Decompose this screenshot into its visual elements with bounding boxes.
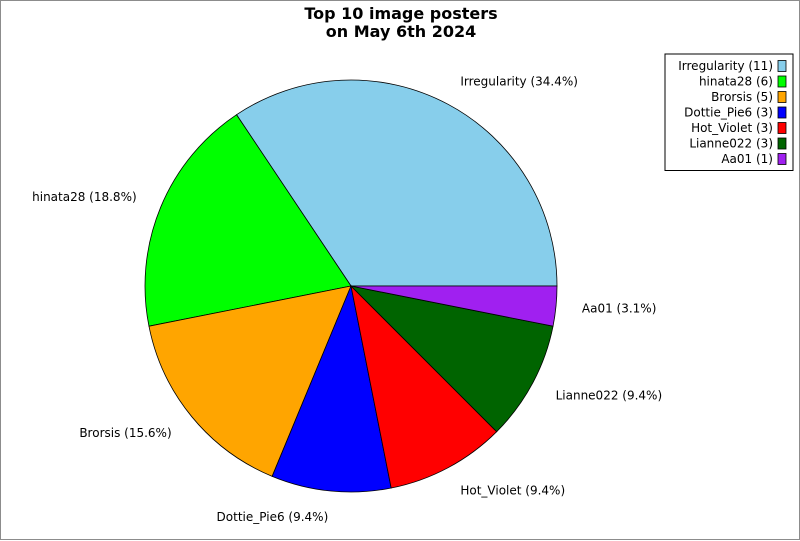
legend-label-brorsis: Brorsis (5) — [711, 90, 773, 104]
legend-swatch-lianne022 — [777, 137, 787, 150]
pie-slices — [144, 79, 558, 493]
legend-swatch-dottie-pie6 — [777, 106, 787, 119]
pie-labels: Irregularity (34.4%) hinata28 (18.8%) Bror… — [32, 74, 662, 523]
pie-slice-hinata28 — [144, 114, 352, 327]
legend-label-dottie-pie6: Dottie_Pie6 (3) — [684, 106, 773, 120]
slice-label-lianne022: Lianne022 (9.4%) — [556, 388, 663, 402]
legend-label-lianne022: Lianne022 (3) — [689, 137, 773, 151]
legend-swatch-brorsis — [777, 91, 787, 103]
slice-label-dottie-pie6: Dottie_Pie6 (9.4%) — [217, 510, 329, 524]
legend-label-hot-violet: Hot_Violet (3) — [691, 121, 773, 135]
slice-label-hot-violet: Hot_Violet (9.4%) — [460, 484, 565, 498]
slice-label-brorsis: Brorsis (15.6%) — [79, 426, 171, 440]
legend-swatch-irregularity — [777, 60, 787, 72]
pie-slice-brorsis — [148, 285, 352, 477]
legend-label-hinata28: hinata28 (6) — [699, 75, 773, 89]
legend: Irregularity (11) hinata28 (6)Brorsis (5)… — [664, 53, 794, 171]
legend-swatch-hot-violet — [777, 122, 787, 134]
slice-label-hinata28: hinata28 (18.8%) — [32, 190, 137, 204]
legend-box — [664, 53, 794, 171]
pie-slice-hot-violet — [350, 284, 498, 489]
chart-title-line-2: on May 6th 2024 — [326, 22, 476, 41]
slice-label-aa01: Aa01 (3.1%) — [582, 302, 657, 316]
legend-swatch-hinata28 — [777, 75, 787, 88]
legend-label-aa01: Aa01 (1) — [721, 152, 773, 166]
pie-slice-dottie-pie6 — [271, 284, 392, 493]
legend-swatch-aa01 — [777, 153, 787, 165]
pie-slice-lianne022 — [349, 285, 554, 433]
pie-slice-aa01 — [350, 285, 558, 327]
chart-title-line-1: Top 10 image posters — [304, 4, 497, 23]
slice-label-irregularity: Irregularity (34.4%) — [460, 74, 578, 88]
legend-label-irregularity: Irregularity (11) — [678, 59, 773, 73]
